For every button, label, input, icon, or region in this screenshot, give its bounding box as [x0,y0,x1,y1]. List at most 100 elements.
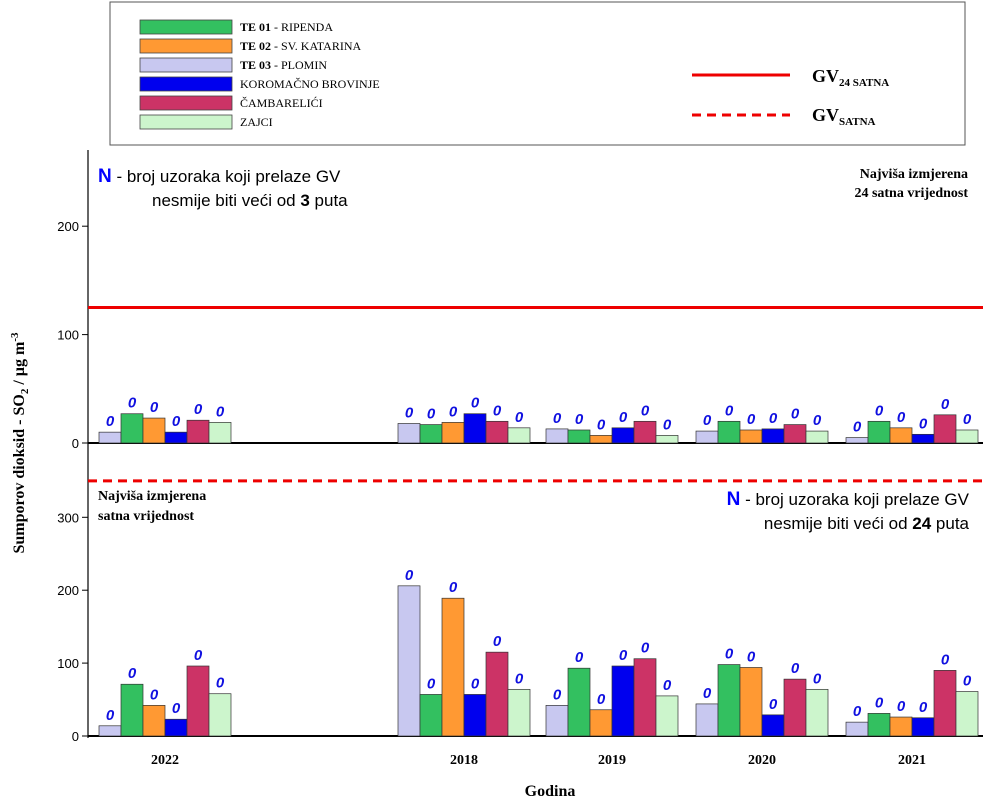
bar-top [805,430,829,444]
data-label: 0 [663,416,672,433]
data-label: 0 [641,402,650,419]
data-label: 0 [619,409,628,426]
bar-bottom [98,725,122,737]
bar-top [695,430,719,444]
legend-gv1-label: GVSATNA [812,105,876,128]
bar-bottom [208,693,232,737]
data-label: 0 [963,673,972,690]
bar-bottom [845,721,869,737]
category-label: 2019 [598,753,626,768]
top-note-line2: nesmije biti veći od 3 puta [152,191,348,210]
data-label: 0 [725,646,734,663]
bar-top [655,435,679,444]
data-label: 0 [813,412,822,429]
data-label: 0 [853,703,862,720]
legend-item-label: TE 03 - PLOMIN [240,58,327,72]
bar-bottom [589,709,613,737]
y-tick-label: 100 [57,656,79,671]
bar-top [164,431,188,444]
data-label: 0 [553,410,562,427]
x-axis-title: Godina [525,783,576,798]
top-panel-title-line2: 24 satna vrijednost [854,186,968,201]
legend-swatch [139,57,233,73]
bar-bottom [164,718,188,737]
data-label: 0 [427,406,436,423]
bar-bottom [867,713,891,737]
data-label: 0 [553,686,562,703]
bar-bottom [120,683,144,737]
bar-bottom [186,665,210,737]
data-label: 0 [106,413,115,430]
data-label: 0 [919,699,928,716]
data-label: 0 [150,399,159,416]
data-label: 0 [106,707,115,724]
bar-bottom [955,691,979,737]
data-label: 0 [471,395,480,412]
data-label: 0 [641,640,650,657]
bottom-note-line2: nesmije biti veći od 24 puta [764,514,970,533]
data-label: 0 [725,402,734,419]
legend-item-label: TE 02 - SV. KATARINA [240,39,362,53]
bar-top [611,427,635,444]
legend-item-label: KOROMAČNO BROVINJE [240,77,380,91]
data-label: 0 [941,651,950,668]
category-label: 2020 [748,753,776,768]
data-label: 0 [194,647,203,664]
data-label: 0 [405,404,414,421]
bar-bottom [463,694,487,737]
legend-swatch [139,38,233,54]
category-label: 2018 [450,753,478,768]
legend-item-label: ČAMBARELIĆI [240,96,323,110]
data-label: 0 [703,685,712,702]
bar-top [955,429,979,444]
legend-swatch [139,19,233,35]
data-label: 0 [427,675,436,692]
bar-top [589,435,613,444]
bar-top [633,420,657,444]
category-label: 2021 [898,753,926,768]
bar-top [867,420,891,444]
y-axis-title: Sumporov dioksid - SO2 / µg m-3 [9,332,31,553]
bar-top [441,422,465,444]
category-label: 2022 [151,753,179,768]
legend-gv24-label: GV24 SATNA [812,66,889,89]
bar-bottom [717,664,741,737]
data-label: 0 [515,409,524,426]
bar-bottom [567,667,591,737]
bar-top [933,414,957,444]
bar-top [98,431,122,444]
data-label: 0 [919,415,928,432]
bar-top [845,437,869,444]
legend-frame [109,1,966,146]
data-label: 0 [619,647,628,664]
legend-swatch [139,95,233,111]
data-label: 0 [150,686,159,703]
bar-bottom [419,694,443,737]
bar-top [717,420,741,444]
data-label: 0 [405,567,414,584]
legend: TE 01 - RIPENDA TE 02 - SV. KATARINA TE 03… [109,1,966,146]
bar-bottom [655,695,679,737]
bar-bottom [911,717,935,737]
data-label: 0 [515,670,524,687]
bar-top [142,417,166,444]
bar-top [761,428,785,444]
data-label: 0 [747,411,756,428]
bar-top [186,419,210,444]
bar-top [739,429,763,444]
data-label: 0 [128,395,137,412]
y-tick-label: 300 [57,510,79,525]
data-label: 0 [813,670,822,687]
legend-swatch [139,114,233,130]
bar-bottom [739,667,763,737]
bar-bottom [933,670,957,737]
data-label: 0 [575,649,584,666]
bar-bottom [397,585,421,737]
bottom-panel-title-line1: Najviša izmjerena [98,489,206,504]
data-label: 0 [769,696,778,713]
bar-bottom [507,688,531,737]
data-label: 0 [791,406,800,423]
bar-top [120,413,144,444]
